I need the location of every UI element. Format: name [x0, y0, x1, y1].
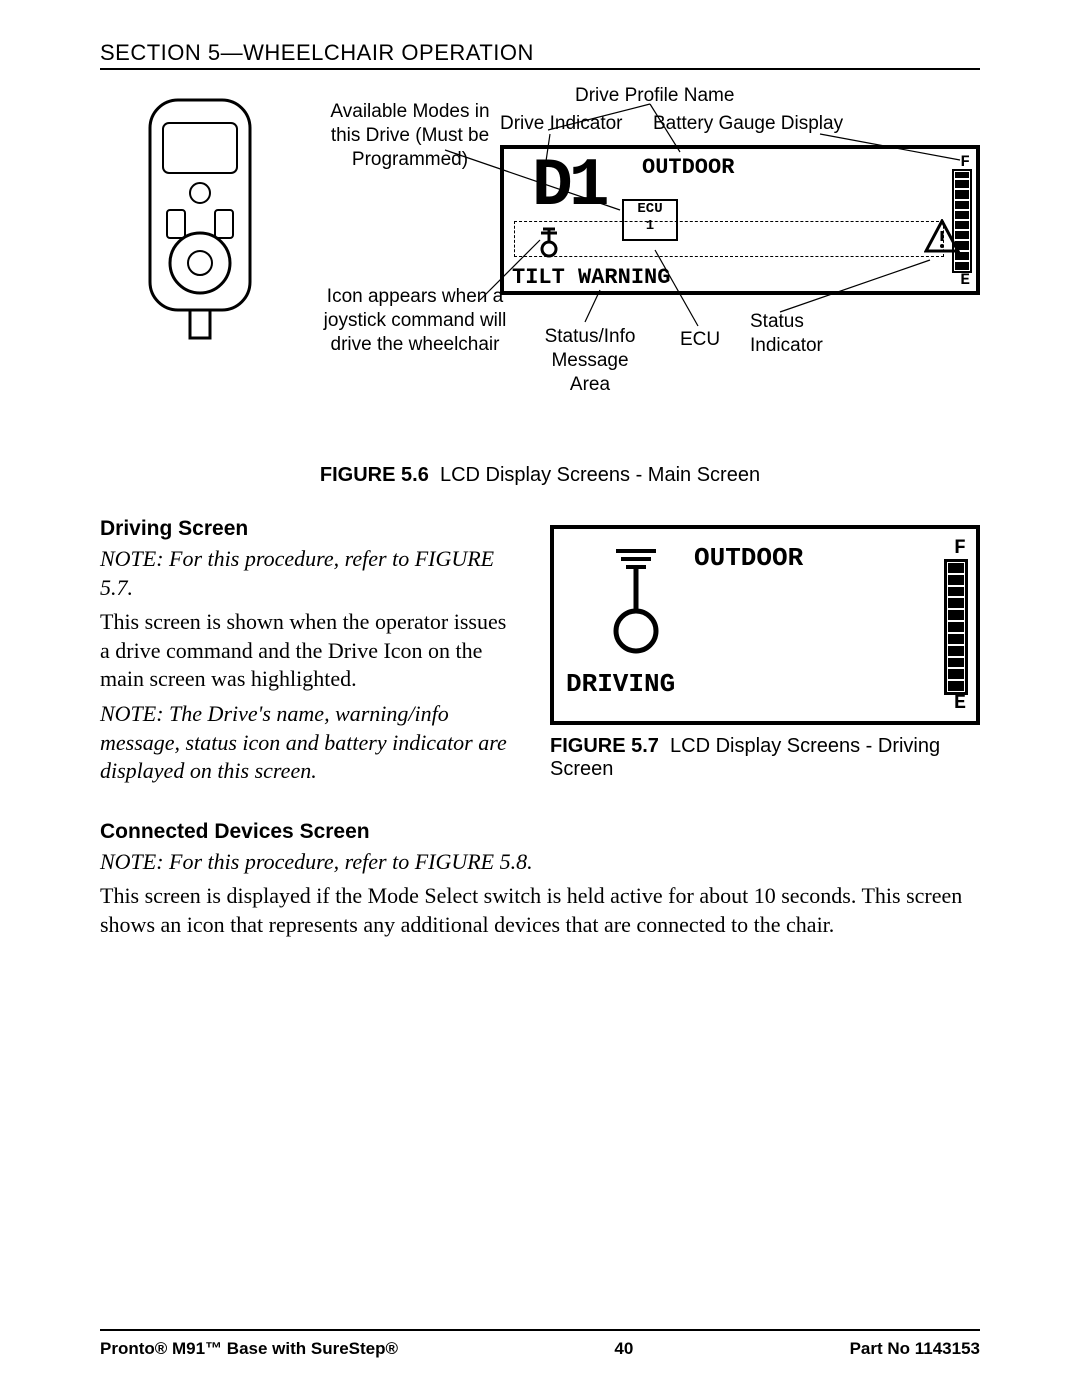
footer-rule: [100, 1329, 980, 1331]
gauge-full-label: F: [954, 537, 966, 560]
lcd-ecu-line1: ECU: [624, 201, 676, 218]
page-footer: Pronto® M91™ Base with SureStep® 40 Part…: [100, 1339, 980, 1359]
joystick-icon: [532, 225, 566, 259]
footer-page-number: 40: [614, 1339, 633, 1359]
connected-heading: Connected Devices Screen: [100, 820, 980, 844]
connected-para: This screen is displayed if the Mode Sel…: [100, 882, 980, 939]
connected-note: NOTE: For this procedure, refer to FIGUR…: [100, 848, 980, 877]
lcd-ecu-box: ECU 1: [622, 199, 678, 241]
gauge-empty-label: E: [954, 692, 966, 715]
battery-gauge: [944, 559, 968, 695]
footer-left: Pronto® M91™ Base with SureStep®: [100, 1339, 398, 1359]
lcd57-profile: OUTDOOR: [694, 543, 803, 573]
gauge-empty-label: E: [960, 271, 970, 289]
driving-note-2: NOTE: The Drive's name, warning/info mes…: [100, 700, 520, 786]
footer-right: Part No 1143153: [850, 1339, 980, 1359]
lcd-d1: D1: [532, 153, 606, 221]
driving-para: This screen is shown when the operator i…: [100, 608, 520, 694]
lcd-main-screen: D1 OUTDOOR ECU 1 TILT WARNING F E: [500, 145, 980, 295]
figure-5-6: Available Modes in this Drive (Must be P…: [100, 90, 980, 460]
figure-5-7-caption: FIGURE 5.7 LCD Display Screens - Driving…: [550, 735, 980, 781]
fig57-caption-bold: FIGURE 5.7: [550, 735, 659, 757]
section-header: SECTION 5—WHEELCHAIR OPERATION: [100, 40, 980, 70]
lcd-status-message: TILT WARNING: [512, 265, 670, 290]
figure-5-6-caption: FIGURE 5.6 LCD Display Screens - Main Sc…: [100, 464, 980, 487]
fig56-caption-bold: FIGURE 5.6: [320, 464, 429, 486]
lcd-profile-name: OUTDOOR: [642, 155, 734, 180]
battery-gauge: [952, 169, 972, 273]
driving-note-1: NOTE: For this procedure, refer to FIGUR…: [100, 545, 520, 602]
fig56-caption-rest: LCD Display Screens - Main Screen: [440, 464, 760, 486]
lcd-mode-dashbox: [514, 221, 944, 257]
joystick-icon: [596, 541, 676, 661]
lcd-ecu-line2: 1: [624, 218, 676, 235]
lcd-driving-screen: OUTDOOR DRIVING F E: [550, 525, 980, 725]
lcd57-driving: DRIVING: [566, 669, 675, 699]
driving-screen-heading: Driving Screen: [100, 517, 520, 541]
